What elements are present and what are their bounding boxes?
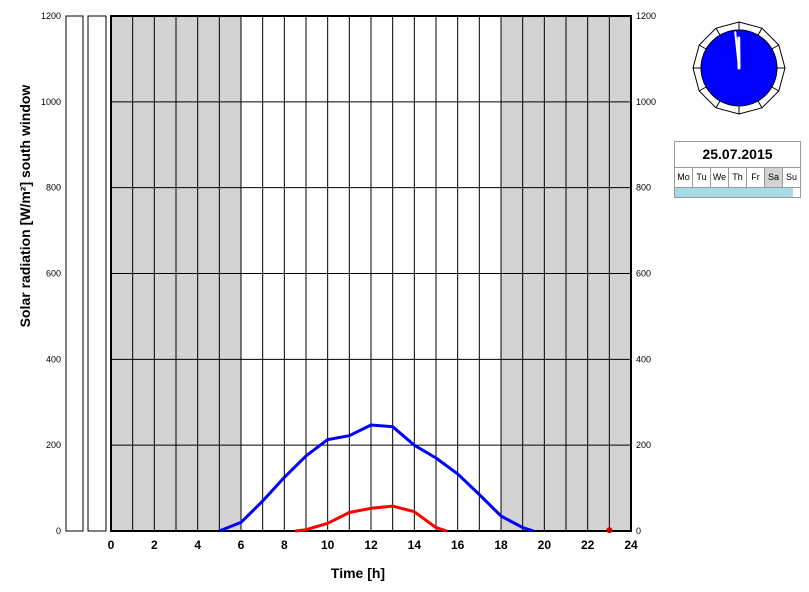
y-tick-left: 1000 xyxy=(41,97,61,107)
x-tick: 6 xyxy=(238,538,245,552)
y-tick-left: 200 xyxy=(46,440,61,450)
calendar-date: 25.07.2015 xyxy=(675,142,800,168)
x-tick: 18 xyxy=(494,538,508,552)
x-tick: 0 xyxy=(108,538,115,552)
y-tick-right: 200 xyxy=(636,440,651,450)
clock-tick xyxy=(715,100,721,109)
legend-box-1 xyxy=(65,15,84,532)
y-axis-title: Solar radiation [W/m²] south window xyxy=(17,85,33,328)
y-tick-right: 1000 xyxy=(636,97,656,107)
clock-minute-hand xyxy=(734,31,740,69)
current-time-marker xyxy=(606,527,613,534)
series-line-1 xyxy=(295,504,448,533)
clock xyxy=(692,21,786,115)
series-lines xyxy=(218,423,613,534)
day-progress-bar xyxy=(675,188,793,197)
clock-tick xyxy=(771,44,780,50)
weekday-row: Mo Tu We Th Fr Sa Su xyxy=(675,168,800,188)
y-tick-left: 1200 xyxy=(41,11,61,21)
y-tick-right: 1200 xyxy=(636,11,656,21)
clock-tick xyxy=(757,100,763,109)
x-tick: 14 xyxy=(408,538,422,552)
series-line-0 xyxy=(218,423,534,533)
x-tick: 24 xyxy=(624,538,638,552)
x-axis-ticks: 0 2 4 6 8 10 12 14 16 18 20 22 24 xyxy=(108,538,638,552)
y-axis-left-ticks: 0 200 400 600 800 1000 1200 xyxy=(41,11,61,536)
clock-tick xyxy=(757,27,763,36)
clock-tick xyxy=(698,44,707,50)
y-tick-left: 800 xyxy=(46,183,61,193)
y-tick-right: 0 xyxy=(636,526,641,536)
clock-tick xyxy=(715,27,721,36)
x-tick: 4 xyxy=(194,538,201,552)
grid-lines xyxy=(111,16,631,531)
x-axis-title: Time [h] xyxy=(331,565,385,581)
weekday-tu: Tu xyxy=(693,168,711,187)
y-tick-left: 600 xyxy=(46,269,61,279)
x-tick: 8 xyxy=(281,538,288,552)
clock-tick-marks xyxy=(693,22,785,114)
x-tick: 2 xyxy=(151,538,158,552)
clock-tick xyxy=(771,86,780,92)
weekday-su: Su xyxy=(785,172,797,182)
calendar-widget: 25.07.2015 Mo Tu We Th Fr Sa Su xyxy=(674,141,801,198)
weekday-we: We xyxy=(711,168,729,187)
x-tick: 16 xyxy=(451,538,465,552)
weekday-mo: Mo xyxy=(675,168,693,187)
weekday-sa: Sa xyxy=(765,168,783,187)
y-tick-right: 600 xyxy=(636,269,651,279)
y-axis-right-ticks: 0 200 400 600 800 1000 1200 xyxy=(636,11,656,536)
y-tick-right: 800 xyxy=(636,183,651,193)
x-tick: 12 xyxy=(364,538,378,552)
legend-box-2 xyxy=(87,15,107,532)
y-tick-left: 400 xyxy=(46,354,61,364)
x-tick: 10 xyxy=(321,538,335,552)
plot-frame xyxy=(110,15,632,532)
weekday-th: Th xyxy=(729,168,747,187)
y-tick-left: 0 xyxy=(56,526,61,536)
weekday-fr: Fr xyxy=(747,168,765,187)
y-tick-right: 400 xyxy=(636,354,651,364)
x-tick: 22 xyxy=(581,538,595,552)
clock-tick xyxy=(698,86,707,92)
x-tick: 20 xyxy=(538,538,552,552)
legend-boxes xyxy=(65,15,107,532)
